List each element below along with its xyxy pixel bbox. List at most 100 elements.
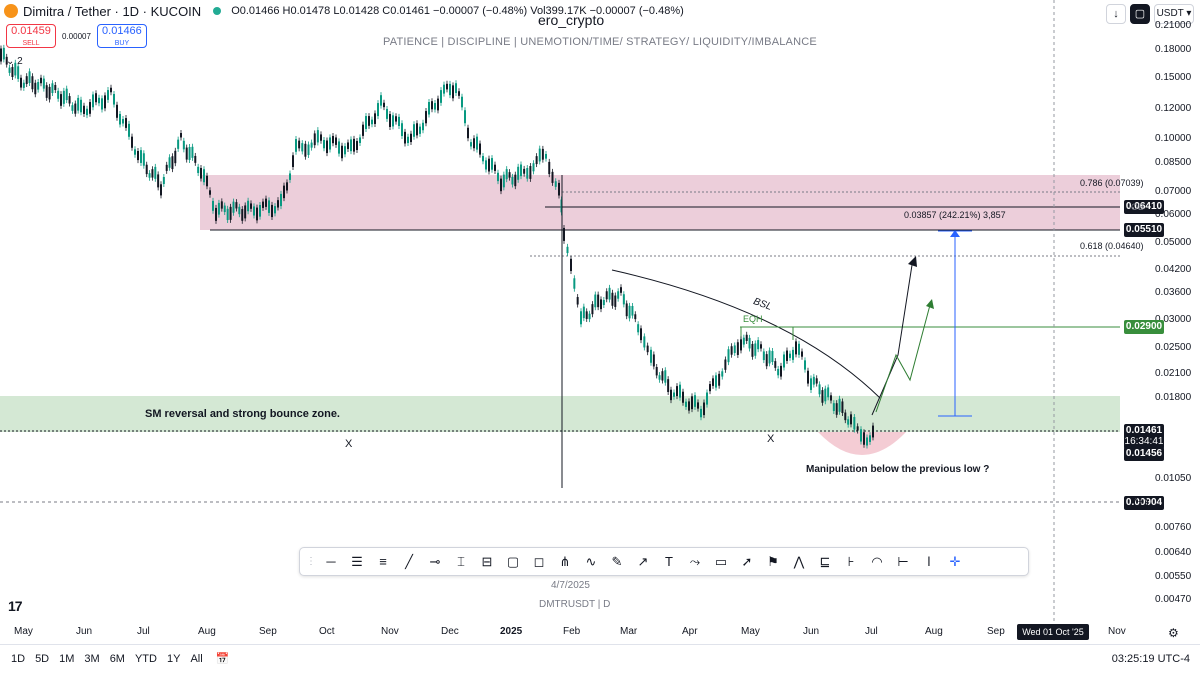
fib-icon[interactable]: ⊟ xyxy=(481,553,493,569)
candle-body xyxy=(92,94,94,108)
candle-body xyxy=(209,190,211,195)
range-button[interactable]: 6M xyxy=(109,652,125,665)
range-button[interactable]: YTD xyxy=(134,652,157,665)
range-button[interactable]: 1M xyxy=(59,652,75,665)
price-axis-label: 0.02100 xyxy=(1155,368,1192,379)
text-icon[interactable]: T xyxy=(665,553,673,569)
price-axis-label: 0.03000 xyxy=(1155,314,1192,325)
ray-icon[interactable]: ╱ xyxy=(405,553,413,569)
candle-body xyxy=(830,395,832,401)
time-axis-label: Apr xyxy=(682,626,698,637)
range-button[interactable]: 3M xyxy=(84,652,100,665)
add-alert-icon[interactable]: + xyxy=(1134,496,1148,510)
crosshair-icon[interactable]: ✛ xyxy=(949,553,961,569)
buy-label: BUY xyxy=(114,40,130,47)
long-position-icon[interactable]: ⊦ xyxy=(847,553,855,569)
candle-body xyxy=(162,176,165,185)
bsl-curve[interactable] xyxy=(611,269,881,399)
ob-price-tag: 0.06410 xyxy=(1124,200,1164,214)
candle-body xyxy=(353,138,355,152)
projection-arrow-green xyxy=(926,299,934,309)
buy-button[interactable]: 0.01466 BUY xyxy=(96,24,147,48)
pane-index-value: 2 xyxy=(17,56,23,67)
candle-body xyxy=(548,161,551,175)
parallel-lines-icon[interactable]: ☰ xyxy=(351,553,363,569)
candle-body xyxy=(338,141,340,154)
forecast-icon[interactable]: ⊑ xyxy=(819,553,831,569)
candle-body xyxy=(485,160,487,170)
price-axis-label: 0.18000 xyxy=(1155,44,1192,55)
arrow-icon[interactable]: ↗ xyxy=(637,553,649,569)
time-axis-label: Oct xyxy=(319,626,335,637)
candle-body xyxy=(253,206,255,216)
manipulation-highlight[interactable] xyxy=(818,432,906,455)
date-range-icon[interactable]: ⊢ xyxy=(897,553,909,569)
demand-zone[interactable] xyxy=(0,396,1120,432)
candle-body xyxy=(350,139,352,152)
vertical-line-icon[interactable]: ⌶ xyxy=(457,553,465,569)
path-icon[interactable]: ⤳ xyxy=(689,553,701,569)
candle-body xyxy=(182,140,185,150)
candle-body xyxy=(98,97,100,104)
time-axis-label: Sep xyxy=(987,626,1005,637)
fullscreen-icon[interactable]: ▢ xyxy=(1130,4,1150,24)
range-button[interactable]: 5D xyxy=(35,652,50,665)
sell-button[interactable]: 0.01459 SELL xyxy=(6,24,56,48)
candle-body xyxy=(718,373,721,386)
candle-body xyxy=(697,402,699,409)
candle-body xyxy=(392,115,394,127)
clock[interactable]: 03:25:19 UTC-4 xyxy=(1111,652,1190,665)
candle-body xyxy=(748,337,751,349)
pane-index[interactable]: ⌄ 2 xyxy=(6,56,23,67)
cursor-icon[interactable]: ⋮ xyxy=(306,555,316,567)
candle-body xyxy=(443,84,445,94)
vertical-cursor-icon[interactable]: ǀ xyxy=(927,553,931,569)
range-buttons: 1D 5D 1M 3M 6M YTD 1Y All xyxy=(0,653,208,665)
range-button[interactable]: 1Y xyxy=(166,652,181,665)
settings-icon[interactable]: ⚙ xyxy=(1168,626,1179,640)
pitchfork-icon[interactable]: ⋔ xyxy=(559,553,571,569)
candle-body xyxy=(168,157,171,168)
flag-icon[interactable]: ⚑ xyxy=(767,553,779,569)
candle-body xyxy=(271,204,273,218)
range-button[interactable]: All xyxy=(190,652,203,665)
curve-icon[interactable]: ∿ xyxy=(585,553,597,569)
tradingview-logo-icon[interactable]: 17 xyxy=(8,598,23,614)
projection-path-green[interactable] xyxy=(875,304,931,413)
currency-select[interactable]: USDT ▾ xyxy=(1154,4,1194,24)
horizontal-ray-icon[interactable]: ⊸ xyxy=(429,553,441,569)
symbol-title[interactable]: Dimitra / Tether · 1D · KUCOIN xyxy=(23,3,202,19)
eqh-bracket[interactable] xyxy=(740,326,794,340)
candle-body xyxy=(685,401,687,407)
drawing-toolbar: ⋮ ─ ☰ ≡ ╱ ⊸ ⌶ ⊟ ▢ ◻ ⋔ ∿ ✎ ↗ T ⤳ ▭ ➚ ⚑ ⋀ ⊑ ⊦ ◠ ⊢ ǀ ✛ xyxy=(299,547,1029,576)
pattern-icon[interactable]: ⋀ xyxy=(793,553,805,569)
candle-body xyxy=(45,85,48,98)
supply-zone[interactable] xyxy=(200,175,1120,230)
candle-body xyxy=(768,350,771,364)
candle-body xyxy=(856,426,859,431)
date-range-icon[interactable]: 📅 xyxy=(215,653,230,665)
arrow-marker-icon[interactable]: ➚ xyxy=(741,553,753,569)
candle-body xyxy=(458,91,460,96)
horizontal-lines-icon[interactable]: ≡ xyxy=(379,553,387,569)
brush-icon[interactable]: ✎ xyxy=(611,553,623,569)
candle-body xyxy=(455,83,457,93)
range-button[interactable]: 1D xyxy=(11,652,26,665)
price-axis-label: 0.02500 xyxy=(1155,342,1192,353)
arc-icon[interactable]: ◠ xyxy=(871,553,883,569)
candle-body xyxy=(344,146,346,155)
rectangle-icon[interactable]: ▢ xyxy=(506,553,520,569)
candle-body xyxy=(757,340,760,350)
trend-line-icon[interactable]: ─ xyxy=(326,553,336,569)
candle-body xyxy=(608,287,611,300)
download-icon[interactable]: ↓ xyxy=(1106,4,1126,24)
projection-path-black[interactable] xyxy=(871,264,913,416)
candle-body xyxy=(853,417,856,430)
candle-body xyxy=(850,414,852,425)
time-axis-label: Nov xyxy=(1108,626,1126,637)
comment-icon[interactable]: ▭ xyxy=(714,553,728,569)
callout-icon[interactable]: ◻ xyxy=(533,553,545,569)
candle-body xyxy=(679,384,681,398)
